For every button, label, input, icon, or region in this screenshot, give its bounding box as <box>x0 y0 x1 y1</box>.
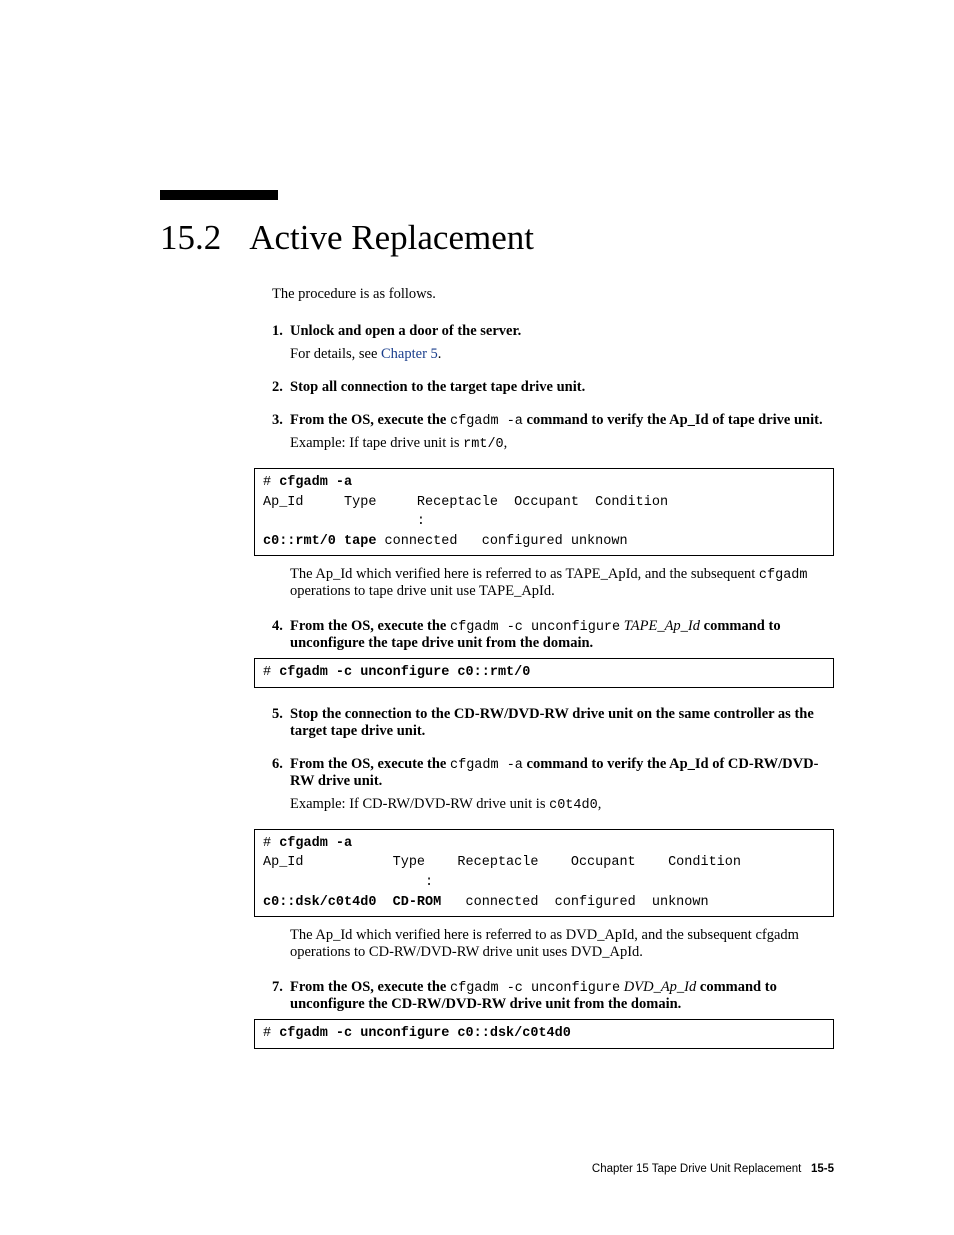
s3-after-a: The Ap_Id which verified here is referre… <box>290 566 759 582</box>
step-7-cmd: cfgadm -c unconfigure <box>450 981 620 996</box>
step-3-after: The Ap_Id which verified here is referre… <box>290 566 834 600</box>
heading-number: 15.2 <box>160 218 221 258</box>
code-block-3: # cfgadm -a Ap_Id Type Receptacle Occupa… <box>254 829 834 917</box>
step-3-cmd: cfgadm -a <box>450 414 523 429</box>
step-number: 2. <box>272 379 290 396</box>
heading-title: Active Replacement <box>249 218 534 258</box>
step-6-sub-b: , <box>598 796 602 812</box>
intro-text: The procedure is as follows. <box>272 286 834 303</box>
step-5: 5. Stop the connection to the CD-RW/DVD-… <box>272 706 834 740</box>
step-1-sub: For details, see Chapter 5. <box>290 346 834 363</box>
code-block-1: # cfgadm -a Ap_Id Type Receptacle Occupa… <box>254 468 834 556</box>
c3-l1a: # <box>263 836 279 851</box>
s3-after-b: operations to tape drive unit use TAPE_A… <box>290 583 555 599</box>
step-7-it: DVD_Ap_Id <box>620 979 696 995</box>
section-rule <box>160 190 278 200</box>
step-4-a: From the OS, execute the <box>290 618 450 634</box>
c1-l4b: connected configured unknown <box>376 534 627 549</box>
step-7: 7. From the OS, execute the cfgadm -c un… <box>272 979 834 1013</box>
code-block-2: # cfgadm -c unconfigure c0::rmt/0 <box>254 658 834 688</box>
step-3-b: command to verify the Ap_Id of tape driv… <box>523 412 823 428</box>
c1-l3: : <box>263 514 425 529</box>
c3-l4: c0::dsk/c0t4d0 CD-ROM <box>263 895 441 910</box>
step-number: 1. <box>272 323 290 340</box>
step-6-sub-a: Example: If CD-RW/DVD-RW drive unit is <box>290 796 549 812</box>
step-2: 2. Stop all connection to the target tap… <box>272 379 834 396</box>
footer-chapter: Chapter 15 Tape Drive Unit Replacement <box>592 1163 801 1175</box>
step-3-sub-b: , <box>504 435 508 451</box>
step-5-text: Stop the connection to the CD-RW/DVD-RW … <box>290 706 814 739</box>
step-4-cmd: cfgadm -c unconfigure <box>450 620 620 635</box>
c3-l3: : <box>263 875 433 890</box>
step-3: 3. From the OS, execute the cfgadm -a co… <box>272 412 834 429</box>
c4-l1b: cfgadm -c unconfigure c0::dsk/c0t4d0 <box>279 1026 571 1041</box>
s6-after-a: The Ap_Id which verified here is referre… <box>290 927 799 960</box>
step-7-a: From the OS, execute the <box>290 979 450 995</box>
c3-l2: Ap_Id Type Receptacle Occupant Condition <box>263 855 741 870</box>
footer-page: 15-5 <box>811 1163 834 1175</box>
step-number: 3. <box>272 412 290 429</box>
step-number: 6. <box>272 756 290 790</box>
c3-l4b: connected configured unknown <box>441 895 708 910</box>
step-4: 4. From the OS, execute the cfgadm -c un… <box>272 618 834 652</box>
step-2-text: Stop all connection to the target tape d… <box>290 379 585 395</box>
step-1: 1. Unlock and open a door of the server. <box>272 323 834 340</box>
section-heading: 15.2 Active Replacement <box>160 218 834 258</box>
step-1-sub-b: . <box>438 346 442 362</box>
step-6-after: The Ap_Id which verified here is referre… <box>290 927 834 961</box>
step-6-sub-mono: c0t4d0 <box>549 798 598 813</box>
code-block-4: # cfgadm -c unconfigure c0::dsk/c0t4d0 <box>254 1019 834 1049</box>
c4-l1a: # <box>263 1026 279 1041</box>
c3-l1b: cfgadm -a <box>279 836 352 851</box>
c1-l1b: cfgadm -a <box>279 475 352 490</box>
step-3-sub-a: Example: If tape drive unit is <box>290 435 463 451</box>
chapter-5-link[interactable]: Chapter 5 <box>381 346 438 362</box>
step-number: 7. <box>272 979 290 1013</box>
c2-l1b: cfgadm -c unconfigure c0::rmt/0 <box>279 665 530 680</box>
step-6-cmd: cfgadm -a <box>450 758 523 773</box>
step-number: 4. <box>272 618 290 652</box>
step-3-sub: Example: If tape drive unit is rmt/0, <box>290 435 834 452</box>
step-6-a: From the OS, execute the <box>290 756 450 772</box>
c1-l2: Ap_Id Type Receptacle Occupant Condition <box>263 495 668 510</box>
step-1-sub-a: For details, see <box>290 346 381 362</box>
s3-after-mono: cfgadm <box>759 568 808 583</box>
step-3-sub-mono: rmt/0 <box>463 437 504 452</box>
step-6-sub: Example: If CD-RW/DVD-RW drive unit is c… <box>290 796 834 813</box>
c1-l4: c0::rmt/0 tape <box>263 534 376 549</box>
c1-l1a: # <box>263 475 279 490</box>
step-3-a: From the OS, execute the <box>290 412 450 428</box>
step-4-it: TAPE_Ap_Id <box>620 618 700 634</box>
page-footer: Chapter 15 Tape Drive Unit Replacement 1… <box>592 1163 834 1175</box>
step-1-text: Unlock and open a door of the server. <box>290 323 521 339</box>
c2-l1a: # <box>263 665 279 680</box>
step-6: 6. From the OS, execute the cfgadm -a co… <box>272 756 834 790</box>
step-number: 5. <box>272 706 290 740</box>
